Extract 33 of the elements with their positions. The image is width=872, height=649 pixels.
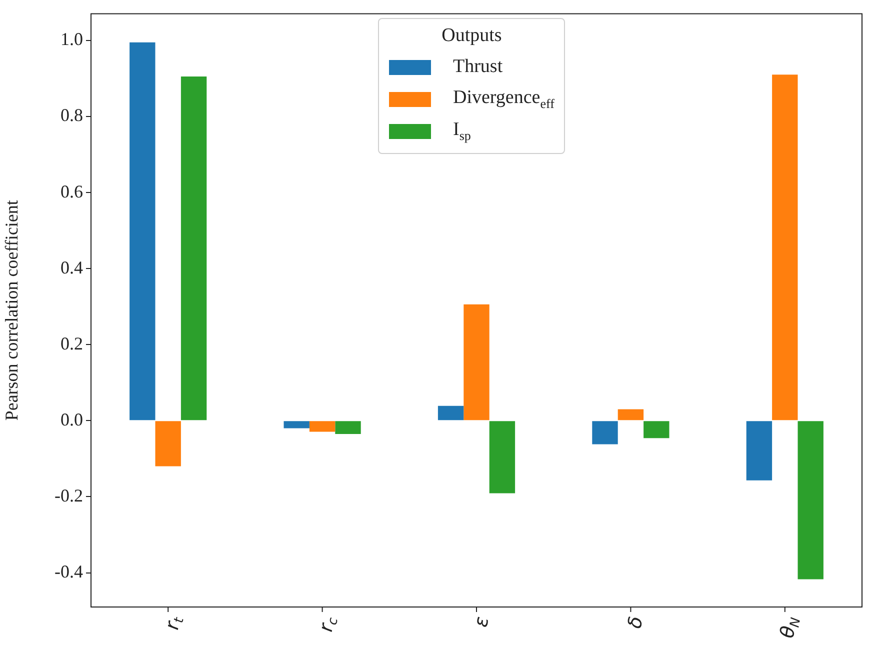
bar [335, 421, 361, 434]
bar [309, 421, 336, 432]
x-tick-label: rc [314, 616, 342, 634]
bar [438, 406, 464, 420]
bar [644, 421, 670, 438]
bar [284, 421, 310, 428]
y-axis-title: Pearson correlation coefficient [2, 200, 22, 421]
x-tick-label: rt [160, 616, 188, 632]
y-tick-label: 1.0 [60, 29, 83, 50]
bar [798, 421, 824, 580]
y-tick-label: 0.4 [60, 257, 83, 278]
bar [746, 421, 772, 480]
x-tick-label: θN [776, 616, 804, 640]
x-tick-label: δ [624, 614, 648, 630]
y-tick-label: 0.6 [60, 181, 83, 202]
y-tick-label: -0.2 [54, 485, 83, 506]
bar [464, 304, 490, 420]
y-tick-label: -0.4 [54, 562, 83, 582]
legend-label: I$_{sp}$ [453, 118, 471, 144]
bar [155, 421, 181, 466]
bar [489, 421, 516, 494]
bar [772, 74, 798, 420]
y-tick-label: 0.2 [60, 333, 83, 354]
x-tick-label: ε [470, 614, 494, 629]
y-tick-label: 0.8 [60, 105, 83, 126]
bar [180, 76, 207, 420]
bar [130, 42, 156, 420]
legend-label: Thrust [453, 56, 503, 78]
legend-label: Divergence$_{eff}$ [453, 86, 554, 112]
y-tick-label: 0.0 [60, 409, 83, 430]
bar [592, 421, 618, 444]
legend-title: Outputs [440, 25, 503, 47]
bar [618, 409, 644, 420]
